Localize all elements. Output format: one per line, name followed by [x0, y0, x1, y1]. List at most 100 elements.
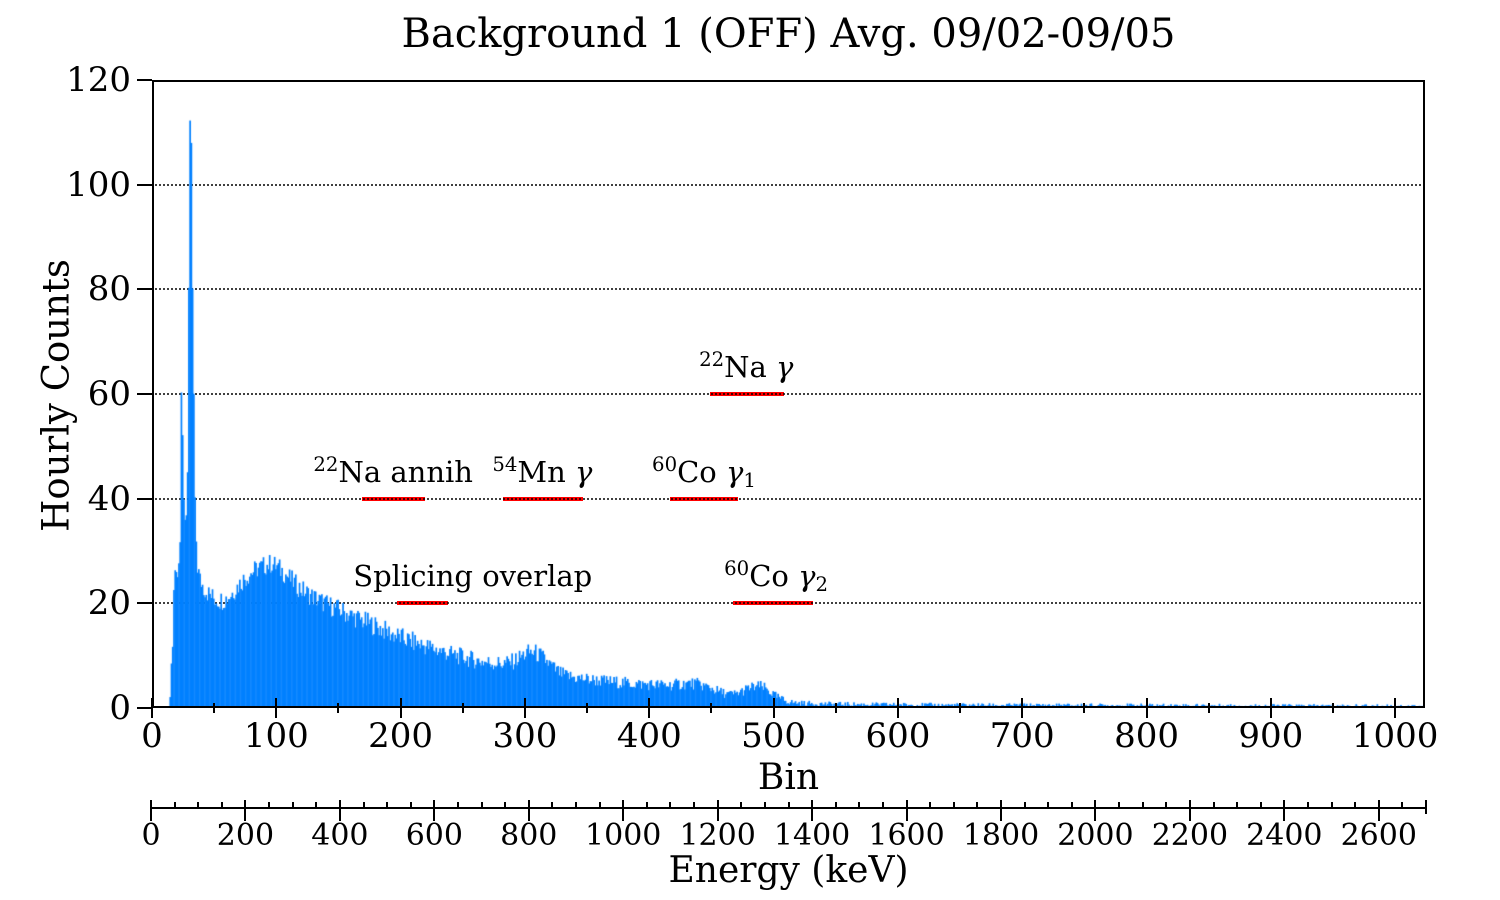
energy-tick-label-1400: 1400	[773, 818, 851, 853]
energy-minor-tick-1750	[976, 802, 979, 808]
energy-minor-tick-750	[504, 802, 507, 808]
bin-tick-label-600: 600	[865, 716, 931, 756]
energy-minor-tick-300	[291, 802, 294, 808]
energy-minor-tick-850	[551, 802, 554, 808]
bin-tick-label-500: 500	[741, 716, 807, 756]
bin-tick-700	[1021, 698, 1024, 718]
co60-gamma2-segment: γ	[798, 559, 816, 594]
bin-tick-600	[896, 698, 899, 718]
y-tick-label-60: 60	[87, 374, 131, 414]
energy-minor-tick-2550	[1354, 802, 1357, 808]
energy-minor-tick-1500	[858, 802, 861, 808]
energy-minor-tick-1700	[952, 802, 955, 808]
bin-tick-label-100: 100	[243, 716, 309, 756]
energy-tick-label-2600: 2600	[1340, 818, 1417, 853]
y-tick-label-120: 120	[66, 60, 131, 100]
y-tick-label-100: 100	[66, 164, 131, 205]
y-tick-20	[137, 602, 152, 605]
energy-tick-1200	[716, 800, 719, 821]
co60-gamma1-label: 60Co γ1	[404, 453, 1004, 493]
na22-annih-segment: Na annih	[338, 454, 473, 489]
energy-tick-label-200: 200	[216, 818, 275, 853]
bin-tick-label-400: 400	[616, 716, 682, 756]
energy-tick-label-1800: 1800	[962, 818, 1040, 853]
y-tick-80	[137, 288, 152, 291]
bin-tick-1000	[1394, 698, 1397, 718]
y-tick-100	[137, 183, 152, 186]
na22-gamma-label: 22Na γ	[446, 348, 1046, 388]
bin-tick-300	[523, 698, 526, 718]
bin-tick-label-900: 900	[1238, 716, 1304, 756]
co60-gamma2-segment: Co	[749, 559, 799, 594]
energy-minor-tick-550	[409, 802, 412, 808]
bin-minor-tick-550	[834, 703, 837, 713]
mn54-gamma-label: 54Mn γ	[242, 453, 842, 493]
energy-minor-tick-450	[362, 802, 365, 808]
bin-tick-400	[648, 698, 651, 718]
co60-gamma1-segment: γ	[725, 454, 744, 489]
bin-tick-label-0: 0	[141, 716, 163, 756]
energy-minor-tick-2350	[1259, 802, 1262, 808]
energy-minor-tick-1550	[881, 802, 884, 808]
bin-minor-tick-950	[1332, 703, 1334, 713]
bin-tick-0	[151, 698, 153, 718]
energy-tick-label-400: 400	[311, 818, 369, 853]
bin-tick-200	[399, 698, 402, 718]
splicing-overlap-label: Splicing overlap	[173, 559, 773, 593]
energy-minor-tick-2300	[1236, 802, 1239, 808]
energy-axis-title: Energy (keV)	[668, 850, 909, 891]
energy-tick-label-2000: 2000	[1057, 818, 1134, 853]
bin-tick-100	[275, 698, 278, 718]
energy-minor-tick-1850	[1023, 802, 1026, 808]
energy-tick-2400	[1283, 800, 1286, 821]
bin-minor-tick-650	[959, 703, 962, 713]
bin-tick-label-300: 300	[492, 716, 558, 756]
chart-title: Background 1 (OFF) Avg. 09/02-09/05	[401, 11, 1176, 57]
energy-tick-200	[244, 800, 247, 821]
bin-minor-tick-50	[213, 703, 216, 713]
energy-minor-tick-1300	[763, 802, 766, 808]
co60-gamma1-segment: 1	[743, 468, 756, 492]
energy-minor-tick-1900	[1047, 802, 1050, 808]
energy-tick-1400	[811, 800, 814, 821]
energy-minor-tick-150	[220, 802, 223, 808]
y-tick-0	[137, 707, 152, 709]
energy-axis-line	[151, 807, 1427, 809]
energy-tick-label-1600: 1600	[868, 818, 945, 853]
bin-tick-label-700: 700	[989, 716, 1055, 756]
energy-minor-tick-2100	[1141, 802, 1144, 808]
na22-annih-segment: 22	[313, 452, 339, 476]
energy-minor-tick-2500	[1330, 802, 1333, 808]
energy-tick-2000	[1094, 800, 1097, 821]
y-tick-label-80: 80	[87, 269, 131, 310]
energy-tick-label-2400: 2400	[1246, 818, 1323, 853]
energy-tick-label-0: 0	[141, 818, 161, 853]
energy-tick-label-1000: 1000	[585, 818, 662, 853]
energy-tick-1800	[1000, 800, 1002, 821]
y-tick-label-20: 20	[87, 583, 131, 624]
energy-tick-label-2200: 2200	[1151, 818, 1229, 853]
energy-minor-tick-1950	[1070, 802, 1073, 808]
energy-minor-tick-2150	[1165, 802, 1168, 808]
energy-minor-tick-2050	[1118, 802, 1121, 808]
energy-tick-2200	[1188, 800, 1191, 821]
spectrum-histogram	[152, 80, 1425, 708]
mn54-gamma-segment: γ	[575, 454, 593, 489]
bin-tick-900	[1269, 698, 1272, 718]
bin-tick-800	[1145, 698, 1148, 718]
bin-tick-label-200: 200	[368, 716, 434, 756]
energy-tick-label-600: 600	[405, 818, 463, 853]
bin-tick-500	[772, 698, 775, 718]
energy-minor-tick-50	[173, 802, 176, 808]
energy-minor-tick-1350	[787, 802, 790, 808]
energy-minor-tick-700	[480, 802, 483, 808]
na22-annih-label: 22Na annih	[93, 452, 693, 493]
y-tick-label-0: 0	[109, 688, 131, 728]
bin-tick-label-800: 800	[1114, 716, 1179, 756]
energy-tick-label-1200: 1200	[679, 818, 756, 853]
energy-minor-tick-350	[315, 802, 318, 808]
energy-minor-tick-2450	[1306, 802, 1309, 808]
co60-gamma2-label: 60Co γ2	[476, 557, 1076, 597]
bin-minor-tick-750	[1083, 703, 1086, 713]
energy-tick-600	[433, 800, 436, 821]
